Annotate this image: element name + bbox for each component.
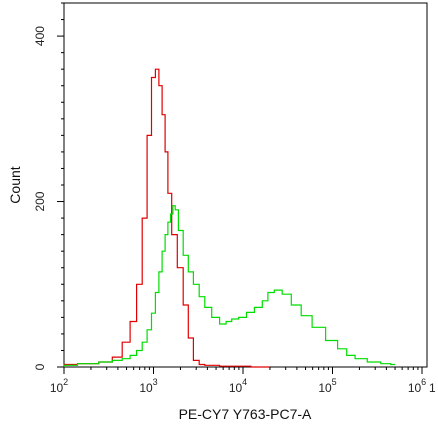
- y-axis-title: Count: [7, 166, 23, 203]
- y-tick-label: 200: [33, 191, 47, 211]
- x-tick-label-edge: 1: [429, 381, 436, 395]
- x-tick-label: 104: [229, 377, 247, 395]
- plot-frame: [63, 2, 428, 368]
- x-tick-label: 102: [50, 377, 68, 395]
- y-tick-label: 0: [33, 363, 47, 370]
- series-layer: [63, 68, 396, 368]
- y-axis: 0 200 400: [33, 2, 64, 370]
- histogram-series-1: [63, 68, 270, 368]
- y-tick-label: 400: [33, 26, 47, 46]
- histogram-series-2: [63, 205, 396, 367]
- x-tick-label: 103: [139, 377, 157, 395]
- x-axis-title: PE-CY7 Y763-PC7-A: [179, 406, 312, 422]
- x-tick-label: 106: [408, 377, 426, 395]
- x-axis: 102 103 104 105 106 1: [50, 367, 436, 395]
- x-tick-label: 105: [318, 377, 336, 395]
